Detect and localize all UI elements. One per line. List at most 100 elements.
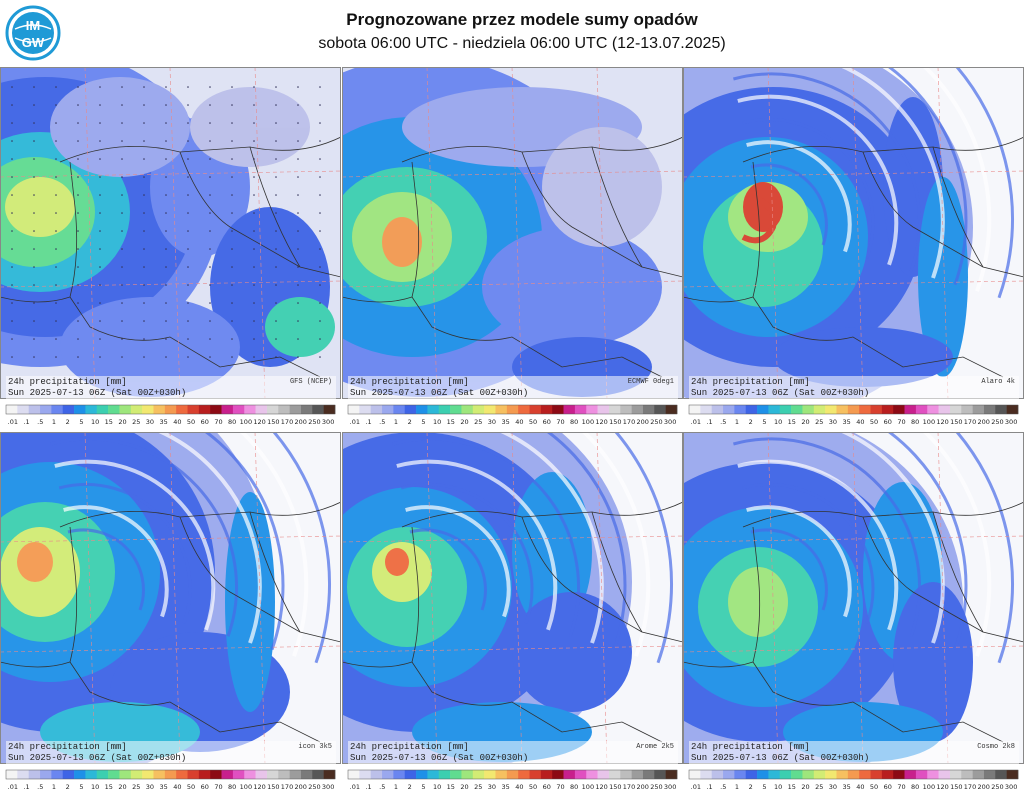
grid-point bbox=[187, 122, 189, 124]
legend-tick-label: 30 bbox=[829, 418, 837, 426]
grid-point bbox=[297, 266, 299, 268]
legend-swatch bbox=[768, 770, 781, 779]
grid-point bbox=[33, 194, 35, 196]
grid-point bbox=[319, 194, 321, 196]
grid-point bbox=[165, 176, 167, 178]
legend-tick-label: 15 bbox=[105, 418, 113, 426]
precipitation-map bbox=[342, 67, 683, 399]
legend-tick-label: .5 bbox=[37, 418, 43, 426]
meridian bbox=[254, 67, 266, 399]
grid-point bbox=[209, 266, 211, 268]
legend-swatch bbox=[825, 405, 837, 414]
border-line bbox=[411, 526, 663, 743]
legend-tick-label: 20 bbox=[801, 418, 809, 426]
legend-swatch bbox=[927, 405, 939, 414]
grid-point bbox=[11, 248, 13, 250]
legend-tick-label: .1 bbox=[23, 783, 29, 791]
legend-swatch bbox=[620, 405, 632, 414]
grid-point bbox=[99, 176, 101, 178]
grid-point bbox=[231, 158, 233, 160]
legend-swatch bbox=[552, 405, 564, 414]
legend-swatch bbox=[484, 770, 496, 779]
grid-point bbox=[55, 176, 57, 178]
grid-point bbox=[77, 320, 79, 322]
legend-tick-label: 120 bbox=[595, 783, 607, 791]
rain-band bbox=[922, 67, 992, 292]
legend-swatch bbox=[382, 405, 394, 414]
legend-tick-label: 80 bbox=[570, 418, 578, 426]
grid-point bbox=[55, 356, 57, 358]
legend-tick-label: 150 bbox=[609, 783, 621, 791]
legend-swatch bbox=[836, 770, 849, 779]
grid-point bbox=[319, 140, 321, 142]
grid-point bbox=[99, 302, 101, 304]
grid-point bbox=[77, 284, 79, 286]
grid-point bbox=[231, 140, 233, 142]
legend-swatch bbox=[745, 405, 758, 414]
lat-lon-grid bbox=[342, 67, 683, 399]
legend-tick-label: .01 bbox=[691, 783, 701, 791]
grid-point bbox=[319, 176, 321, 178]
legend-swatch bbox=[495, 770, 508, 779]
legend-tick-label: 170 bbox=[964, 418, 976, 426]
legend-tick-label: 5 bbox=[421, 418, 425, 426]
grid-point bbox=[121, 122, 123, 124]
legend-tick-label: 150 bbox=[267, 783, 279, 791]
legend-tick-label: 25 bbox=[474, 783, 482, 791]
grid-point bbox=[275, 194, 277, 196]
grid-point bbox=[165, 194, 167, 196]
grid-point bbox=[319, 266, 321, 268]
legend-swatch bbox=[791, 770, 803, 779]
legend-swatch bbox=[153, 405, 166, 414]
border-line bbox=[591, 146, 683, 278]
grid-point bbox=[231, 194, 233, 196]
legend-tick-label: 30 bbox=[146, 783, 154, 791]
legend-tick-label: 60 bbox=[543, 783, 551, 791]
legend-swatch bbox=[221, 405, 234, 414]
legend-swatch bbox=[574, 770, 587, 779]
coastline bbox=[59, 136, 341, 163]
legend-swatch bbox=[711, 770, 724, 779]
legend-tick-label: 15 bbox=[105, 783, 113, 791]
color-legend: .01.1.5 1 2 5 10 15 20 25 30 35 40 50 60 70 80 100 120 15… bbox=[688, 404, 1019, 426]
grid-point bbox=[319, 158, 321, 160]
caption-valid-time: Sun 2025-07-13 06Z (Sat 00Z+030h) bbox=[691, 753, 870, 763]
grid-point bbox=[99, 356, 101, 358]
grid-point bbox=[99, 248, 101, 250]
legend-tick-label: 300 bbox=[664, 418, 676, 426]
legend-swatch bbox=[529, 770, 542, 779]
legend-tick-label: .1 bbox=[23, 418, 29, 426]
grid-point bbox=[165, 284, 167, 286]
legend-tick-label: 15 bbox=[447, 418, 455, 426]
legend-swatch bbox=[17, 770, 29, 779]
legend-tick-label: 2 bbox=[66, 783, 70, 791]
parallel bbox=[0, 170, 341, 178]
grid-point bbox=[121, 140, 123, 142]
grid-point bbox=[33, 320, 35, 322]
grid-point bbox=[297, 140, 299, 142]
legend-swatch bbox=[119, 405, 132, 414]
grid-point bbox=[121, 230, 123, 232]
legend-swatch bbox=[757, 405, 769, 414]
grid-point bbox=[77, 338, 79, 340]
legend-swatch bbox=[518, 405, 530, 414]
grid-point bbox=[77, 122, 79, 124]
legend-swatch bbox=[642, 770, 655, 779]
grid-point bbox=[55, 284, 57, 286]
caption-variable: 24h precipitation [mm] bbox=[691, 377, 810, 387]
grid-point bbox=[187, 86, 189, 88]
rain-band bbox=[409, 528, 487, 611]
border-line bbox=[342, 661, 413, 668]
rain-band bbox=[58, 483, 192, 624]
legend-swatch bbox=[620, 770, 632, 779]
map-caption: 24h precipitation [mm] Sun 2025-07-13 06… bbox=[6, 741, 336, 765]
legend-tick-label: 300 bbox=[664, 783, 676, 791]
grid-point bbox=[99, 338, 101, 340]
parallel bbox=[342, 280, 683, 288]
legend-swatch bbox=[563, 405, 576, 414]
parallel bbox=[0, 280, 341, 288]
grid-point bbox=[33, 248, 35, 250]
legend-frame bbox=[347, 404, 678, 415]
legend-swatch bbox=[359, 770, 371, 779]
rain-band bbox=[396, 459, 558, 631]
